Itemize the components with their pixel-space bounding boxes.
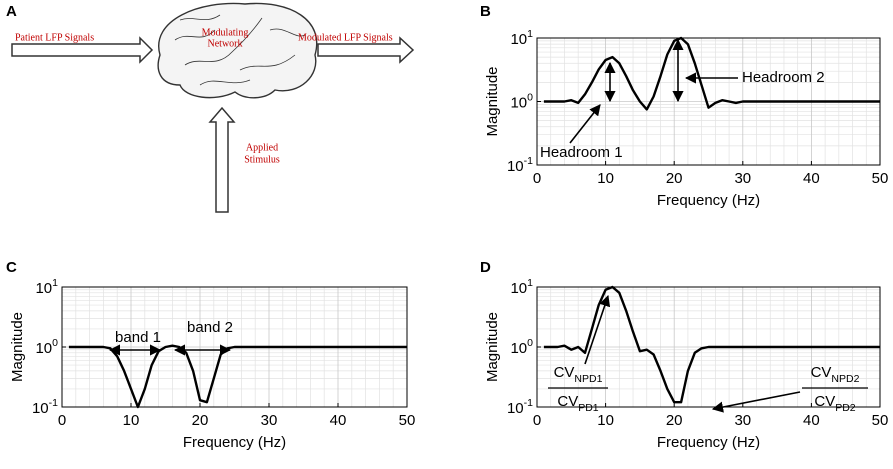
x-tick-label: 0 [58,412,66,429]
x-tick-label: 50 [872,412,889,429]
x-tick-label: 20 [192,412,209,429]
stimulus-label: Stimulus [244,154,280,165]
annotation: band 1 [115,329,161,346]
x-axis-label: Frequency (Hz) [657,434,760,451]
network-label: Modulating [202,27,249,38]
arrow [208,106,236,213]
brain [157,2,318,99]
x-tick-label: 30 [734,170,751,187]
panel-label: C [6,259,17,276]
annotation: Headroom 1 [540,144,623,161]
x-tick-label: 30 [261,412,278,429]
line [543,36,880,111]
y-tick-label: 100 [35,337,58,357]
x-tick-label: 20 [666,170,683,187]
panel-label: A [6,3,17,20]
output-label: Modulated LFP Signals [298,32,393,43]
x-tick-label: 50 [399,412,416,429]
y-tick-label: 101 [510,277,533,297]
x-tick-label: 0 [533,170,541,187]
x-axis-label: Frequency (Hz) [657,192,760,209]
line [68,344,407,409]
y-tick-label: 10-1 [507,397,533,417]
y-tick-label: 101 [510,28,533,48]
x-tick-label: 40 [803,170,820,187]
annotation: Headroom 2 [742,69,825,86]
y-tick-label: 100 [510,337,533,357]
x-tick-label: 20 [666,412,683,429]
y-axis-label: Magnitude [9,312,26,382]
y-axis-label: Magnitude [484,66,501,136]
x-tick-label: 50 [872,170,889,187]
panel-label: D [480,259,491,276]
arrow [11,36,154,64]
y-tick-label: 10-1 [507,155,533,175]
y-tick-label: 101 [35,277,58,297]
x-tick-label: 40 [330,412,347,429]
network-label: Network [208,38,243,49]
x-tick-label: 10 [597,412,614,429]
x-tick-label: 30 [734,412,751,429]
x-axis-label: Frequency (Hz) [183,434,286,451]
stimulus-label: Applied [246,142,278,153]
annotation-arrow [569,104,601,144]
panel-label: B [480,3,491,20]
x-tick-label: 0 [533,412,541,429]
annotation-arrow [584,294,611,365]
input-label: Patient LFP Signals [15,32,94,43]
x-tick-label: 40 [803,412,820,429]
y-tick-label: 100 [510,91,533,111]
x-tick-label: 10 [597,170,614,187]
y-tick-label: 10-1 [32,397,58,417]
annotation: band 2 [187,319,233,336]
arrow [317,36,415,64]
x-tick-label: 10 [123,412,140,429]
diagram [11,2,415,213]
y-axis-label: Magnitude [484,312,501,382]
annotation-arrow [711,391,801,413]
brain-folds [174,14,306,86]
